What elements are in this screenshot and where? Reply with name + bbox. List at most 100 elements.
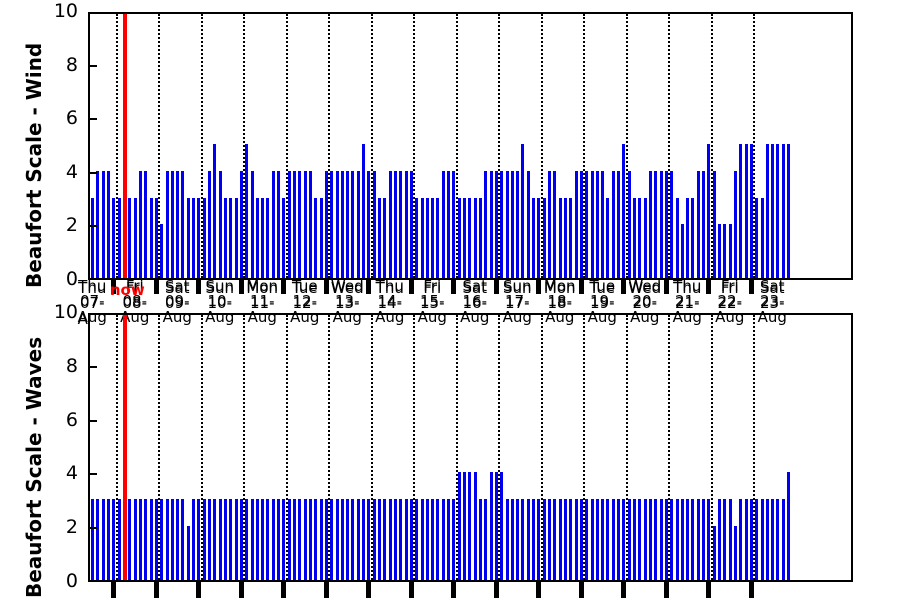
bar (707, 144, 711, 278)
x-axis-weekday: Thu (78, 277, 107, 295)
x-axis-weekday: Sat (759, 277, 785, 295)
y-axis-tick-label: 0 (65, 268, 78, 290)
y-axis-tick (88, 225, 97, 228)
bar (633, 499, 637, 580)
bar (91, 499, 95, 580)
gridline-day (328, 315, 330, 580)
bar (367, 170, 371, 278)
bar (372, 170, 376, 278)
bar (659, 499, 663, 580)
x-axis-weekday: Wed (330, 277, 364, 295)
gridline-day (710, 14, 713, 278)
bar (680, 499, 684, 580)
plot-area-wind[interactable] (88, 12, 853, 280)
bar (712, 170, 716, 278)
gridline-day (200, 315, 203, 580)
bar (749, 499, 753, 580)
x-axis-weekday: Sat (759, 279, 785, 297)
gridline-day (710, 315, 713, 580)
x-axis-day-separator (366, 582, 371, 598)
bar (500, 472, 504, 580)
bar (388, 499, 392, 580)
bar (431, 197, 435, 278)
bar (399, 170, 403, 278)
x-axis-day-separator (281, 278, 286, 294)
gridline-day (455, 315, 458, 580)
bar (271, 499, 275, 580)
x-axis-day-separator (578, 278, 584, 294)
bar (505, 499, 509, 580)
bar (378, 197, 382, 278)
bar (218, 499, 222, 580)
bar (107, 499, 111, 580)
bar (351, 170, 355, 278)
bar (484, 170, 488, 278)
gridline-day (158, 315, 160, 580)
bar (447, 170, 451, 278)
plot-area-waves[interactable] (88, 313, 853, 582)
bar (208, 499, 212, 580)
bar (579, 499, 583, 580)
bar (760, 499, 764, 580)
bar (160, 224, 164, 278)
bar (117, 499, 121, 580)
bar (197, 197, 201, 278)
bar (378, 499, 382, 580)
bar (675, 499, 679, 580)
bar (585, 170, 589, 278)
gridline-day (583, 14, 585, 278)
bar (664, 170, 668, 278)
bar (463, 197, 467, 278)
x-axis-weekday: Tue (589, 279, 616, 297)
bar (261, 499, 265, 580)
x-axis-date: 13-Aug (332, 292, 362, 326)
bar (425, 197, 429, 278)
bar (356, 499, 360, 580)
bar (733, 170, 737, 278)
x-axis-weekday: Thu (375, 279, 404, 297)
bar (160, 499, 164, 580)
bar (532, 197, 536, 278)
bar (362, 499, 366, 580)
now-marker-line (122, 14, 127, 278)
bar (372, 499, 376, 580)
bar (590, 170, 594, 278)
bar (202, 499, 206, 580)
bar (293, 170, 297, 278)
x-axis-date: 18-Aug (545, 292, 575, 326)
bar (340, 170, 344, 278)
bar (521, 144, 525, 278)
gridline-day (413, 315, 415, 580)
y-axis-tick-label: 4 (65, 160, 78, 183)
x-axis-weekday: Sat (164, 277, 190, 295)
bar (468, 472, 472, 580)
bar (250, 499, 254, 580)
bar (362, 144, 366, 278)
bar (781, 144, 785, 278)
gridline-day (498, 315, 500, 580)
bar (197, 499, 201, 580)
bar (601, 499, 605, 580)
bar (282, 499, 286, 580)
bar-series-waves (90, 315, 851, 580)
bar (165, 499, 169, 580)
bar (473, 472, 477, 580)
bar (255, 197, 259, 278)
x-axis-weekday: Sun (205, 277, 235, 295)
bar (744, 499, 748, 580)
bar (787, 472, 791, 580)
bar (670, 499, 674, 580)
panel-waves: Beaufort Scale - Waves 0 2 4 6 8 10 Thu 07-Aug… (0, 278, 900, 600)
bar (287, 499, 291, 580)
x-axis-weekday: Tue (291, 279, 318, 297)
x-axis-day-separator (153, 582, 159, 598)
bar (457, 472, 461, 580)
x-axis-day-separator (493, 582, 499, 598)
bar (622, 144, 626, 278)
bar (213, 144, 217, 278)
